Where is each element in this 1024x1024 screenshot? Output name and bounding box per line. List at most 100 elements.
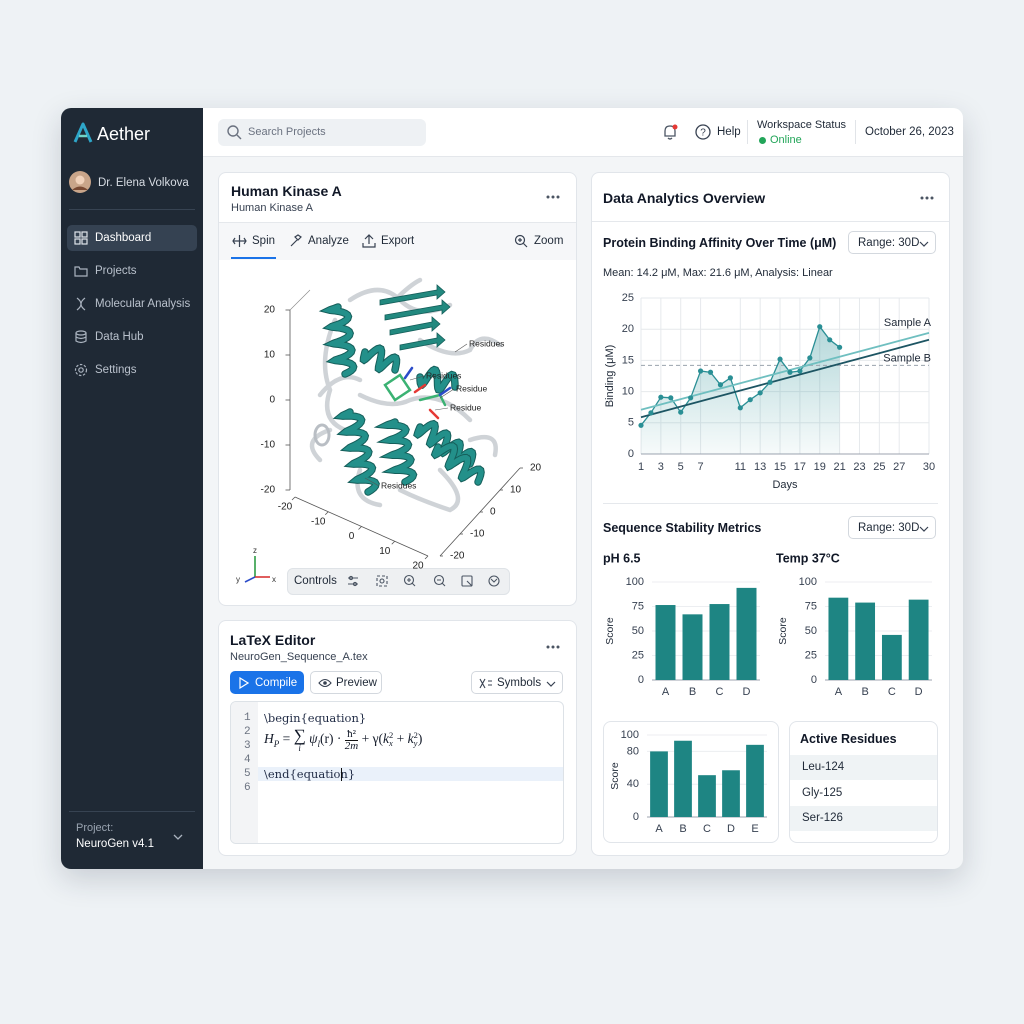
more-menu[interactable]: [546, 195, 560, 199]
latex-panel: LaTeX Editor NeuroGen_Sequence_A.tex Com…: [218, 620, 577, 856]
range-dropdown[interactable]: Range: 30D: [848, 516, 936, 539]
axis-tick-label: 20: [530, 463, 542, 474]
axis-tick-label: 10: [379, 546, 391, 557]
nav-item[interactable]: Data Hub: [95, 331, 144, 343]
nav-item[interactable]: Settings: [95, 364, 137, 376]
section-title: Sequence Stability Metrics: [603, 521, 762, 535]
beta-strand: [384, 299, 451, 321]
y-tick-label: 100: [621, 729, 639, 741]
residue-item[interactable]: Ser-126: [802, 812, 843, 824]
more-menu[interactable]: [546, 645, 560, 649]
bar: [698, 775, 716, 817]
search-box[interactable]: Search Projects: [218, 119, 426, 146]
y-axis-label: Binding (μM): [604, 345, 616, 408]
controls-label[interactable]: Controls: [294, 575, 337, 587]
nav-item[interactable]: Molecular Analysis: [95, 298, 191, 310]
gutter: [231, 702, 258, 843]
helix: [377, 419, 417, 485]
loop: [397, 467, 461, 513]
tool-button[interactable]: Export: [381, 235, 415, 247]
x-tick-label: 15: [774, 461, 786, 473]
data-point: [817, 324, 823, 330]
data-point: [717, 382, 724, 388]
series-label: Sample A: [884, 317, 932, 329]
gizmo-axis: [244, 576, 256, 583]
nav-icon: [74, 231, 88, 245]
top-bar: Search Projects ? Help Workspace Status …: [203, 108, 963, 157]
residue-item[interactable]: Leu-124: [802, 761, 845, 773]
loop: [322, 317, 348, 433]
y-axis-label: Score: [609, 762, 621, 790]
code-editor[interactable]: 1 2 3 4 5 6 \begin{equation} HP = ∑ i ψl(…: [230, 701, 564, 844]
more-menu[interactable]: [920, 196, 934, 200]
help-link[interactable]: Help: [717, 126, 741, 138]
x-axis-label: Days: [772, 479, 798, 491]
x-tick-label: 19: [814, 461, 826, 473]
preview-button[interactable]: Preview: [310, 671, 382, 694]
axis-tick-label: -20: [261, 485, 276, 496]
nav-active-bg: [67, 225, 197, 251]
divider: [592, 221, 949, 222]
math-token: l: [317, 738, 321, 749]
axis-tick-label: 20: [264, 305, 276, 316]
math-token: H: [264, 731, 274, 747]
y-tick-label: 25: [632, 649, 644, 661]
line-number: 1: [244, 712, 251, 724]
export-icon: [362, 234, 376, 248]
chart-summary: Mean: 14.2 μM, Max: 21.6 μM, Analysis: L…: [603, 267, 833, 279]
card-title: Active Residues: [800, 732, 897, 746]
nav-item[interactable]: Dashboard: [95, 232, 152, 244]
line-number: 2: [244, 726, 251, 738]
notification-icon[interactable]: [662, 124, 678, 140]
residue-item[interactable]: Gly-125: [802, 787, 843, 799]
axis-tick-label: 10: [510, 485, 522, 496]
nav-icon: [76, 297, 86, 311]
tool-button[interactable]: Zoom: [534, 235, 564, 247]
panel-title: Data Analytics Overview: [603, 190, 766, 206]
trend-line: [640, 338, 930, 419]
spin-icon: [232, 235, 247, 247]
status-label: Workspace Status: [757, 119, 847, 131]
compile-button[interactable]: Compile: [230, 671, 304, 694]
user-name[interactable]: Dr. Elena Volkova: [98, 177, 189, 189]
tool-button[interactable]: Spin: [252, 235, 276, 247]
x-tick-label: 7: [698, 461, 704, 473]
data-point: [837, 344, 843, 350]
axis-tick-label: 0: [349, 531, 355, 542]
x-tick-label: 23: [853, 461, 865, 473]
text-cursor: [341, 768, 342, 781]
math-token: y: [413, 738, 418, 748]
ligand-stick: [403, 366, 414, 380]
user-avatar: [69, 171, 91, 193]
range-dropdown[interactable]: Range: 30D: [848, 231, 936, 254]
nav-item[interactable]: Projects: [95, 265, 137, 277]
x-tick-label: 27: [893, 461, 905, 473]
math-token: x: [389, 738, 393, 748]
chevron[interactable]: [173, 833, 183, 841]
x-tick-label: C: [716, 686, 724, 698]
x-tick-label: 21: [833, 461, 845, 473]
help-icon[interactable]: ?: [695, 124, 711, 140]
math-token: 2: [413, 730, 418, 741]
tool-button[interactable]: Analyze: [308, 235, 349, 247]
bar: [709, 604, 730, 680]
axis-tick: [424, 555, 429, 560]
divider: [747, 120, 748, 144]
bar: [908, 599, 929, 680]
axis-tick-label: 0: [490, 507, 496, 518]
search-placeholder: Search Projects: [248, 126, 326, 138]
x-tick-label: 30: [923, 461, 935, 473]
ligand-stick: [438, 386, 452, 397]
control-icons[interactable]: [346, 574, 506, 589]
button-label: Symbols: [497, 677, 542, 689]
axis-tick: [324, 511, 329, 516]
bar: [855, 602, 876, 680]
x-tick-label: 25: [873, 461, 885, 473]
bar: [655, 605, 676, 680]
x-tick-label: 17: [794, 461, 806, 473]
residue-label: Residues: [469, 338, 504, 348]
line-number: 6: [244, 782, 251, 794]
project-name[interactable]: NeuroGen v4.1: [76, 838, 154, 850]
symbols-dropdown[interactable]: Symbols: [471, 671, 563, 694]
